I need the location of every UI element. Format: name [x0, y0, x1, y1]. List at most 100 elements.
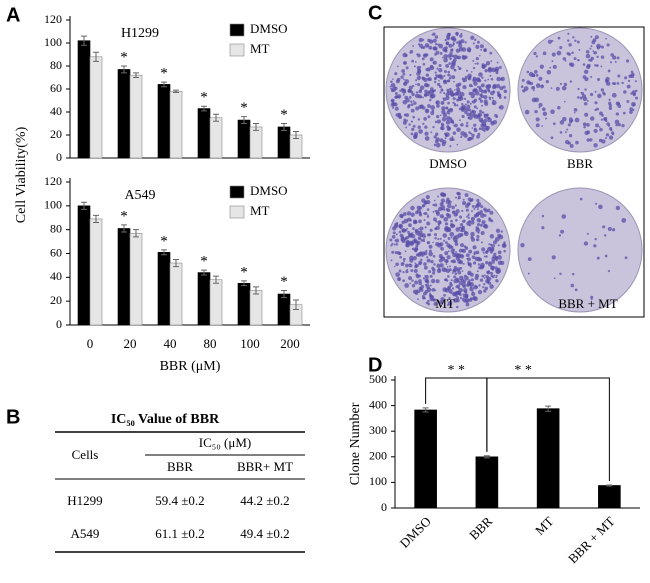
- colony: [494, 255, 499, 260]
- y-tick-label: 100: [44, 198, 62, 212]
- colony: [433, 143, 437, 147]
- colony: [478, 220, 481, 223]
- colony: [441, 123, 445, 127]
- colony: [595, 123, 599, 128]
- colony: [417, 68, 422, 73]
- colony: [561, 85, 567, 91]
- colony: [437, 238, 440, 241]
- colony: [469, 199, 472, 202]
- colony: [478, 97, 482, 101]
- colony: [447, 126, 451, 129]
- colony: [392, 226, 397, 231]
- colony: [617, 122, 621, 127]
- colony: [451, 251, 455, 255]
- bar: [277, 293, 291, 326]
- colony: [414, 280, 419, 285]
- plate: [517, 187, 643, 313]
- colony: [605, 37, 607, 40]
- colony: [574, 39, 577, 42]
- colony: [564, 131, 567, 134]
- colony: [395, 262, 399, 267]
- colony: [485, 260, 489, 265]
- colony: [634, 80, 637, 83]
- colony: [446, 110, 450, 114]
- colony: [444, 251, 449, 256]
- colony: [496, 76, 501, 82]
- colony: [596, 64, 599, 67]
- colony: [424, 108, 430, 114]
- colony: [423, 218, 426, 222]
- bar: [598, 485, 621, 509]
- colony: [459, 260, 463, 265]
- colony: [483, 95, 488, 100]
- colony: [468, 249, 473, 254]
- error-bar: [93, 51, 99, 62]
- colony: [446, 116, 451, 121]
- colony: [423, 212, 426, 215]
- colony: [397, 278, 401, 281]
- colony: [481, 220, 486, 225]
- colony: [446, 203, 452, 209]
- colony: [480, 262, 485, 268]
- colony: [464, 193, 469, 197]
- colony: [590, 295, 594, 299]
- y-tick-label: 400: [369, 397, 387, 411]
- colony: [390, 82, 396, 88]
- colony: [438, 74, 443, 78]
- colony: [630, 70, 634, 74]
- colony: [487, 66, 492, 71]
- colony: [390, 259, 393, 262]
- colony: [455, 209, 460, 214]
- colony: [435, 210, 440, 215]
- colony: [574, 288, 578, 292]
- bar: [157, 84, 171, 159]
- colony: [487, 78, 490, 81]
- colony: [414, 262, 417, 265]
- colony: [421, 96, 424, 99]
- colony: [434, 227, 437, 230]
- colony: [467, 116, 470, 120]
- colony: [418, 219, 422, 224]
- colony: [453, 275, 457, 279]
- table-header: Cells: [72, 447, 99, 462]
- colony: [434, 71, 437, 74]
- colony: [448, 108, 454, 113]
- colony: [480, 83, 485, 88]
- colony: [441, 142, 446, 147]
- colony: [422, 38, 425, 41]
- colony: [546, 69, 552, 75]
- colony: [490, 271, 494, 275]
- y-tick-label: 80: [50, 58, 62, 72]
- colony: [564, 60, 567, 62]
- colony: [456, 98, 460, 102]
- colony: [594, 101, 598, 105]
- colony: [394, 250, 399, 255]
- colony: [446, 255, 451, 260]
- colony: [558, 234, 562, 237]
- colony: [473, 123, 477, 127]
- colony: [489, 74, 492, 77]
- colony: [434, 53, 437, 56]
- colony: [457, 268, 459, 271]
- colony: [449, 145, 452, 148]
- bar: [117, 228, 131, 326]
- colony: [459, 119, 461, 122]
- colony: [524, 109, 530, 115]
- colony: [595, 202, 598, 205]
- colony: [412, 115, 416, 119]
- colony: [453, 268, 457, 273]
- y-tick-label: 0: [381, 500, 387, 514]
- table-cell: H1299: [67, 493, 102, 508]
- colony: [418, 213, 423, 217]
- colony: [470, 266, 472, 268]
- colony: [444, 38, 447, 42]
- colony: [410, 233, 416, 239]
- colony: [499, 65, 502, 69]
- colony: [464, 275, 469, 281]
- colony: [481, 274, 485, 278]
- colony: [411, 247, 415, 251]
- colony: [398, 269, 402, 273]
- colony: [491, 248, 494, 252]
- colony: [577, 87, 580, 91]
- bar: [89, 218, 103, 326]
